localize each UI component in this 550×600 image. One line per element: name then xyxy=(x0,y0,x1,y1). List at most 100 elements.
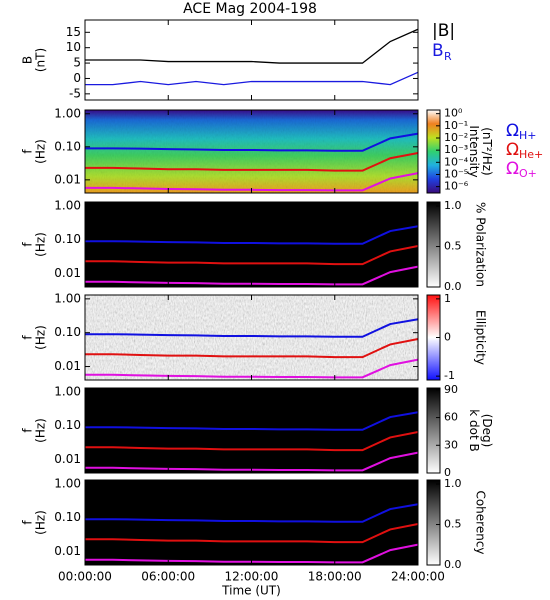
colorbar-tick-label: -1 xyxy=(444,369,455,382)
y-tick-label: 5 xyxy=(73,56,81,70)
cyclotron-line xyxy=(85,245,419,266)
x-tick-label: 12:00:00 xyxy=(225,570,279,584)
colorbar-tick-label: 60 xyxy=(444,411,458,424)
y-tick-label: 1.00 xyxy=(54,384,81,398)
y-tick-label: 10 xyxy=(66,40,81,54)
colorbar-tick-label: 1.0 xyxy=(444,477,462,490)
colorbar-label: Intensity xyxy=(467,125,481,177)
cyclotron-line xyxy=(85,431,419,452)
chart-title: ACE Mag 2004-198 xyxy=(183,1,317,17)
spectrogram-texture xyxy=(85,110,418,193)
colorbar-label: (nT²/Hz) xyxy=(480,127,494,175)
colorbar xyxy=(426,479,441,566)
colorbar-tick-label: 10⁻¹ xyxy=(444,119,468,132)
plot-frame xyxy=(84,201,419,288)
x-tick-label: 06:00:00 xyxy=(141,570,195,584)
spectrogram-texture xyxy=(85,202,418,287)
y-axis-label: f xyxy=(21,242,35,247)
plot-frame xyxy=(84,387,419,474)
y-tick-label: 1.00 xyxy=(54,291,81,305)
x-tick-label: 24:00:00 xyxy=(391,570,445,584)
x-tick-label: 18:00:00 xyxy=(308,570,362,584)
y-tick-label: 0.01 xyxy=(54,544,81,558)
y-tick-label: 0.01 xyxy=(54,172,81,186)
y-tick-label: 15 xyxy=(66,25,81,39)
cyclotron-line xyxy=(85,225,419,245)
cyclotron-line xyxy=(85,132,419,152)
colorbar-tick-label: 0 xyxy=(444,466,451,479)
y-axis-label: (nT) xyxy=(34,48,48,72)
colorbar-label: Ellipticity xyxy=(474,310,488,365)
y-tick-label: 0.10 xyxy=(54,139,81,153)
colorbar-tick-label: 0.5 xyxy=(444,240,462,253)
legend-label: He+ xyxy=(519,148,543,161)
legend-symbol: Ω xyxy=(506,140,519,160)
legend-subscript: R xyxy=(444,50,452,63)
colorbar-tick-label: 10⁻³ xyxy=(444,143,468,156)
y-axis-label: (Hz) xyxy=(34,139,48,164)
y-tick-label: 1.00 xyxy=(54,198,81,212)
colorbar-tick-label: 1.0 xyxy=(444,199,462,212)
y-tick-label: 0 xyxy=(73,71,81,85)
plot-frame xyxy=(84,19,419,101)
legend-symbol: Ω xyxy=(506,121,519,141)
y-tick-label: 0.10 xyxy=(54,325,81,339)
y-axis-label: f xyxy=(21,335,35,340)
y-tick-label: 0.01 xyxy=(54,266,81,280)
colorbar-tick-label: 0 xyxy=(444,331,451,344)
colorbar-tick-label: 0.5 xyxy=(444,518,462,531)
cyclotron-line xyxy=(85,338,419,359)
legend-label: H+ xyxy=(519,129,537,142)
colorbar xyxy=(426,201,441,288)
colorbar-tick-label: 10⁻⁶ xyxy=(444,180,469,193)
y-axis-label: (Hz) xyxy=(34,325,48,350)
y-tick-label: 0.10 xyxy=(54,418,81,432)
y-tick-label: 0.10 xyxy=(54,232,81,246)
y-axis-label: (Hz) xyxy=(34,418,48,443)
colorbar xyxy=(426,387,441,474)
plot-frame xyxy=(84,109,419,194)
cyclotron-line xyxy=(85,503,419,523)
line xyxy=(85,71,419,86)
colorbar xyxy=(426,109,441,194)
plot-frame xyxy=(84,294,419,381)
cyclotron-line xyxy=(85,523,419,544)
colorbar-tick-label: 10⁰ xyxy=(444,107,463,120)
cyclotron-line xyxy=(85,411,419,431)
legend-label: |B| xyxy=(432,21,455,41)
colorbar-label: Coherency xyxy=(474,490,488,554)
colorbar-label: % Polarization xyxy=(474,202,488,287)
colorbar-label: k dot B xyxy=(467,409,481,451)
line xyxy=(85,28,419,64)
plot-frame xyxy=(84,479,419,566)
y-axis-label: (Hz) xyxy=(34,232,48,257)
y-tick-label: 0.10 xyxy=(54,510,81,524)
colorbar-tick-label: 10⁻² xyxy=(444,131,468,144)
y-axis-label: f xyxy=(21,520,35,525)
spectrogram-texture xyxy=(85,480,418,565)
legend-label: O+ xyxy=(519,167,537,180)
spectrogram-texture xyxy=(85,388,418,473)
colorbar-tick-label: 0.0 xyxy=(444,280,462,293)
y-tick-label: 1.00 xyxy=(54,476,81,490)
spectrogram-texture xyxy=(85,295,418,380)
y-tick-label: 0.01 xyxy=(54,452,81,466)
cyclotron-line xyxy=(85,318,419,338)
colorbar-tick-label: 1 xyxy=(444,292,451,305)
x-axis-label: Time (UT) xyxy=(221,584,281,598)
colorbar-tick-label: 90 xyxy=(444,383,458,396)
colorbar-tick-label: 30 xyxy=(444,438,458,451)
y-tick-label: -5 xyxy=(69,86,81,100)
colorbar-label: (Deg) xyxy=(480,414,494,448)
y-axis-label: f xyxy=(21,149,35,154)
y-tick-label: 1.00 xyxy=(54,106,81,120)
colorbar-tick-label: 10⁻⁵ xyxy=(444,167,468,180)
x-tick-label: 00:00:00 xyxy=(58,570,112,584)
y-tick-label: 0.01 xyxy=(54,359,81,373)
legend-label: B xyxy=(432,41,444,61)
cyclotron-line xyxy=(85,152,419,172)
colorbar-tick-label: 0.0 xyxy=(444,558,462,571)
y-axis-label: f xyxy=(21,428,35,433)
y-axis-label: (Hz) xyxy=(34,510,48,535)
